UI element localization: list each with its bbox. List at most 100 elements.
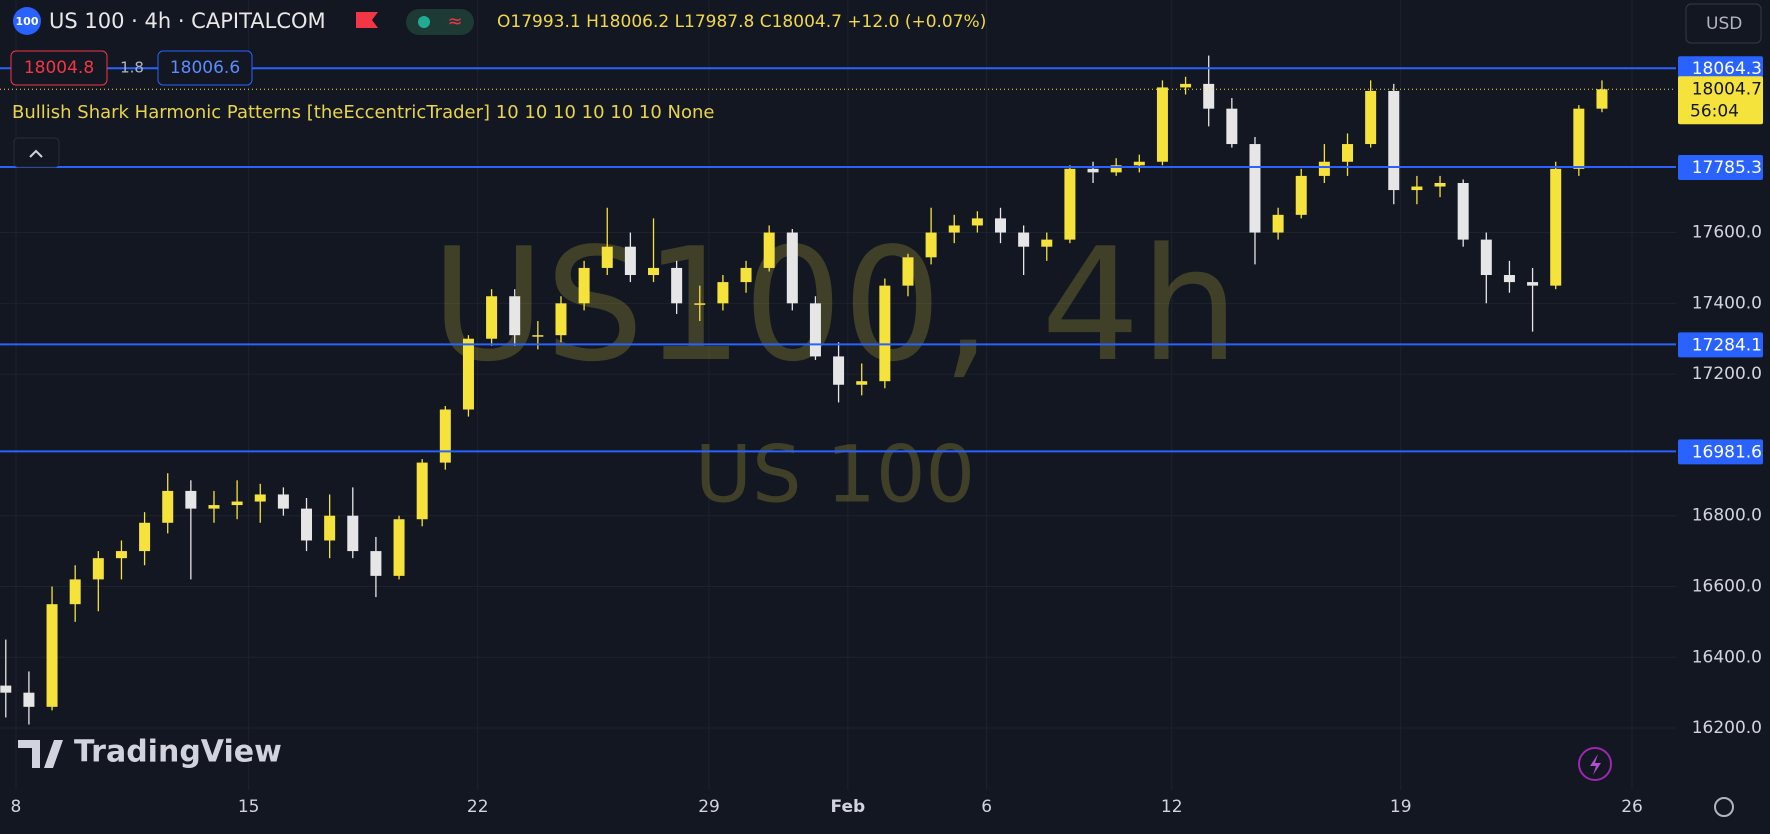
y-tick-label: 17400.0: [1692, 293, 1762, 313]
candle-body: [995, 218, 1007, 233]
x-tick-label: 12: [1161, 797, 1183, 817]
level-label-box: [1678, 439, 1763, 465]
candle-body: [786, 232, 798, 304]
candle-body: [740, 267, 752, 283]
candle-body: [717, 282, 729, 304]
last-price-box: [1678, 76, 1763, 125]
candle-body: [347, 515, 359, 552]
candle-body: [46, 604, 58, 707]
candle-body: [1434, 182, 1446, 187]
brand-logo: [18, 740, 63, 768]
candle-body: [324, 515, 336, 541]
candle-body: [231, 501, 243, 506]
candle-body: [1087, 168, 1099, 173]
candle-body: [439, 409, 451, 463]
level-label: 18064.3: [1692, 59, 1762, 79]
collapse-icon: [29, 149, 43, 158]
candle-body: [1411, 186, 1423, 191]
candle-body: [1295, 175, 1307, 215]
x-tick-label: 15: [238, 797, 260, 817]
lightning-button[interactable]: [1578, 747, 1612, 781]
candle-body: [69, 579, 81, 605]
candle-body: [416, 462, 428, 520]
symbol-badge: [13, 7, 41, 35]
sell-price: 18004.8: [24, 58, 94, 78]
buy-button[interactable]: [157, 50, 253, 86]
y-tick-label: 17200.0: [1692, 364, 1762, 384]
flag-icon[interactable]: [356, 12, 378, 28]
y-tick-label: 16200.0: [1692, 718, 1762, 738]
candle-body: [254, 494, 266, 502]
candle-body: [1342, 144, 1354, 162]
data-icon: ≈: [447, 11, 462, 32]
candle-body: [879, 285, 891, 382]
spread: 1.8: [120, 59, 144, 77]
badge-text: 100: [16, 15, 39, 28]
candle-body: [1503, 275, 1515, 283]
candle-body: [971, 218, 983, 226]
candle-body: [601, 246, 613, 268]
candle-body: [833, 356, 845, 385]
indicator-label[interactable]: Bullish Shark Harmonic Patterns [theEcce…: [12, 102, 714, 123]
candle-body: [1365, 90, 1377, 145]
candle-body: [1180, 83, 1192, 88]
candle-body: [948, 225, 960, 233]
level-label-box: [1678, 332, 1763, 358]
candle-body: [115, 551, 127, 559]
candle-body: [1480, 239, 1492, 276]
candle-body: [578, 267, 590, 304]
candle-body: [92, 558, 104, 580]
x-tick-label: 6: [981, 797, 992, 817]
candle-body: [139, 522, 151, 552]
plot: [0, 55, 1676, 725]
settings-button[interactable]: [1714, 797, 1734, 817]
candle-body: [1110, 165, 1122, 173]
status-pill: [406, 9, 474, 35]
candle-body: [1318, 161, 1330, 176]
candle-body: [532, 335, 544, 337]
candle-body: [486, 296, 498, 339]
symbol-title[interactable]: US 100 · 4h · CAPITALCOM: [49, 9, 326, 33]
candle-body: [1550, 168, 1562, 286]
candle-body: [1249, 144, 1261, 233]
candle-body: [1573, 108, 1585, 169]
currency: USD: [1706, 14, 1742, 34]
candle-body: [1041, 239, 1053, 247]
x-tick-label: 26: [1621, 797, 1643, 817]
candle-body: [694, 303, 706, 305]
candle-body: [277, 494, 289, 509]
candle-body: [1596, 89, 1608, 109]
currency-box[interactable]: [1685, 3, 1762, 44]
market-open-icon: [418, 16, 430, 28]
ohlc-legend: O17993.1 H18006.2 L17987.8 C18004.7 +12.…: [497, 12, 986, 32]
candle-body: [1226, 108, 1238, 145]
y-tick-label: 16600.0: [1692, 576, 1762, 596]
candle-body: [902, 257, 914, 286]
candle-body: [1388, 90, 1400, 191]
candle-body: [555, 303, 567, 336]
candle-body: [509, 296, 521, 336]
candle-body: [185, 490, 197, 509]
watermark-subtitle: US 100: [695, 430, 975, 520]
candle-body: [1064, 168, 1076, 240]
level-label: 17785.3: [1692, 158, 1762, 178]
y-tick-label: 16400.0: [1692, 647, 1762, 667]
candle-body: [393, 519, 405, 576]
candle-body: [671, 267, 683, 304]
candle-body: [1203, 83, 1215, 109]
candle-body: [462, 338, 474, 410]
x-tick-label: 29: [698, 797, 720, 817]
candle-body: [925, 232, 937, 258]
countdown: 56:04: [1690, 101, 1739, 121]
y-tick-label: 16800.0: [1692, 506, 1762, 526]
candle-body: [1457, 182, 1469, 240]
lightning-icon: [1590, 754, 1601, 775]
level-label: 16981.6: [1692, 442, 1762, 462]
candle-body: [648, 267, 660, 276]
last-price-label: 18004.7: [1692, 79, 1762, 99]
sell-button[interactable]: [10, 50, 108, 86]
buy-price: 18006.6: [170, 58, 240, 78]
y-tick-label: 17600.0: [1692, 223, 1762, 243]
brand-name: TradingView: [74, 735, 282, 770]
